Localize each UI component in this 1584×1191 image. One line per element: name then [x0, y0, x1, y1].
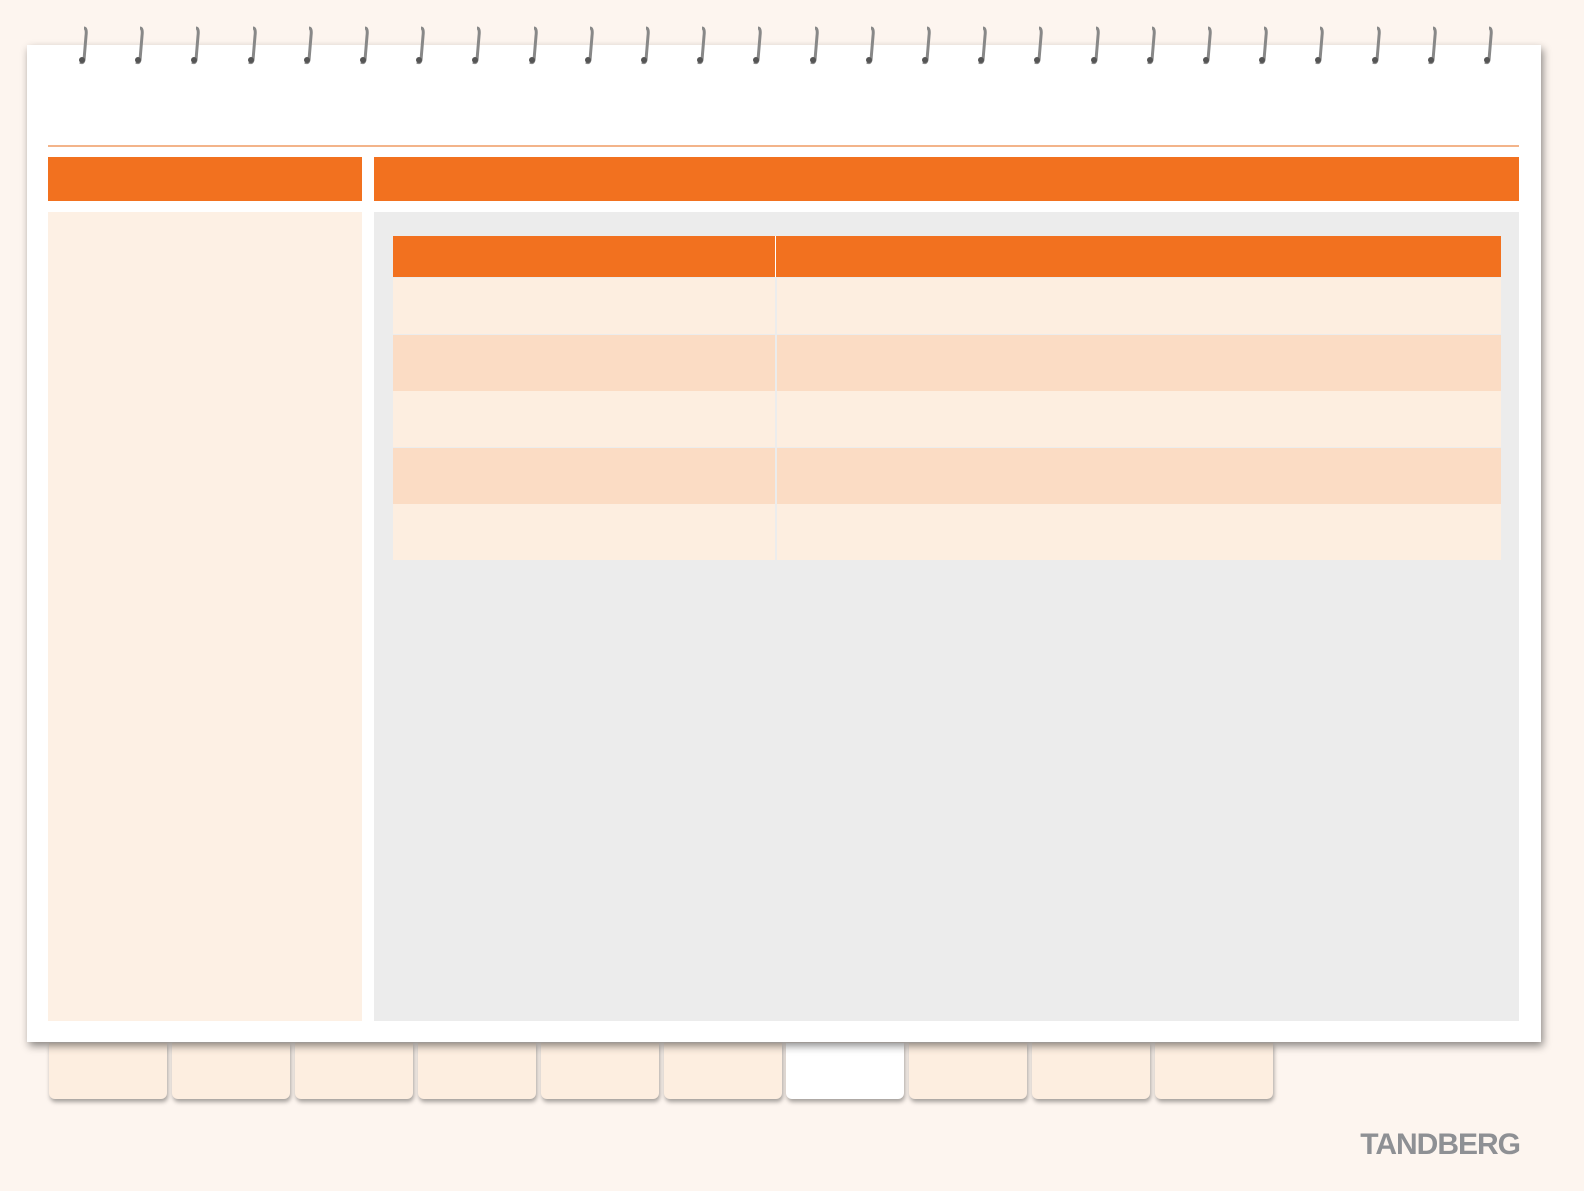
ring-icon: [528, 26, 538, 65]
spiral-ring: [977, 26, 987, 66]
column-divider: [775, 236, 776, 277]
spiral-ring: [1483, 26, 1493, 66]
ring-icon: [1034, 26, 1044, 65]
spiral-ring: [359, 26, 369, 66]
ring-icon: [1203, 26, 1212, 65]
spiral-ring: [134, 26, 144, 66]
section-tab[interactable]: [1032, 1043, 1151, 1099]
table-cell: [393, 334, 775, 391]
ring-icon: [1259, 26, 1268, 65]
table-cell: [777, 278, 1501, 334]
section-tab[interactable]: [909, 1043, 1028, 1099]
ring-icon: [1090, 26, 1100, 65]
section-tab[interactable]: [663, 1043, 782, 1099]
brand-logo: TANDBERG: [1360, 1128, 1521, 1161]
spiral-ring: [247, 26, 257, 66]
table-cell: [777, 334, 1501, 391]
ring-icon: [360, 26, 369, 65]
ring-icon: [865, 26, 875, 65]
ring-icon: [584, 26, 594, 65]
ring-icon: [978, 26, 987, 65]
ring-icon: [809, 26, 819, 65]
spiral-ring: [584, 26, 594, 66]
ring-icon: [1371, 26, 1381, 65]
section-tab[interactable]: [171, 1043, 290, 1099]
ring-icon: [135, 26, 144, 65]
table-cell: [393, 391, 775, 448]
spiral-ring: [921, 26, 931, 66]
table-row: [393, 278, 1501, 334]
section-tab[interactable]: [1155, 1043, 1274, 1099]
table-row: [393, 447, 1501, 504]
ring-icon: [1146, 26, 1156, 65]
ring-icon: [1484, 26, 1493, 65]
ring-icon: [1427, 26, 1437, 65]
spiral-ring: [1314, 26, 1325, 66]
spiral-ring: [1146, 26, 1156, 66]
ring-icon: [753, 26, 763, 65]
spiral-ring: [752, 26, 763, 66]
ring-icon: [1315, 26, 1325, 65]
table-cell: [393, 278, 775, 334]
table-row: [393, 391, 1501, 448]
ring-icon: [416, 26, 425, 65]
spiral-ring: [865, 26, 875, 66]
spiral-ring: [415, 26, 425, 66]
spiral-ring: [78, 26, 88, 66]
spiral-ring: [1033, 26, 1044, 66]
spiral-ring: [303, 26, 313, 66]
left-header-bar: [48, 157, 362, 201]
spiral-ring: [1427, 26, 1437, 66]
left-panel: [48, 212, 362, 1021]
section-tab[interactable]: [294, 1043, 413, 1099]
section-tab[interactable]: [417, 1043, 536, 1099]
ring-icon: [191, 26, 201, 65]
table-cell: [393, 504, 775, 561]
header-rule: [48, 145, 1519, 147]
spiral-ring: [1258, 26, 1268, 66]
spiral-ring: [809, 26, 819, 66]
spiral-ring: [1202, 26, 1212, 66]
table-cell: [393, 447, 775, 504]
spiral-ring: [190, 26, 201, 66]
ring-icon: [79, 26, 88, 65]
ring-icon: [303, 26, 313, 65]
right-header-bar: [374, 157, 1519, 201]
table-header: [393, 236, 1501, 277]
ring-icon: [247, 26, 257, 65]
ring-icon: [641, 26, 650, 65]
section-tab[interactable]: [786, 1043, 905, 1099]
spiral-ring: [1371, 26, 1381, 66]
section-tab[interactable]: [540, 1043, 659, 1099]
table-cell: [777, 504, 1501, 561]
table-cell: [777, 391, 1501, 448]
spiral-ring: [696, 26, 706, 66]
spiral-ring: [640, 26, 650, 66]
table-cell: [777, 447, 1501, 504]
spiral-ring: [1090, 26, 1100, 66]
table-row: [393, 504, 1501, 561]
section-tab[interactable]: [49, 1043, 167, 1099]
table-row: [393, 334, 1501, 391]
ring-icon: [472, 26, 482, 65]
ring-icon: [697, 26, 706, 65]
ring-icon: [922, 26, 931, 65]
spiral-ring: [471, 26, 482, 66]
spiral-ring: [528, 26, 538, 66]
